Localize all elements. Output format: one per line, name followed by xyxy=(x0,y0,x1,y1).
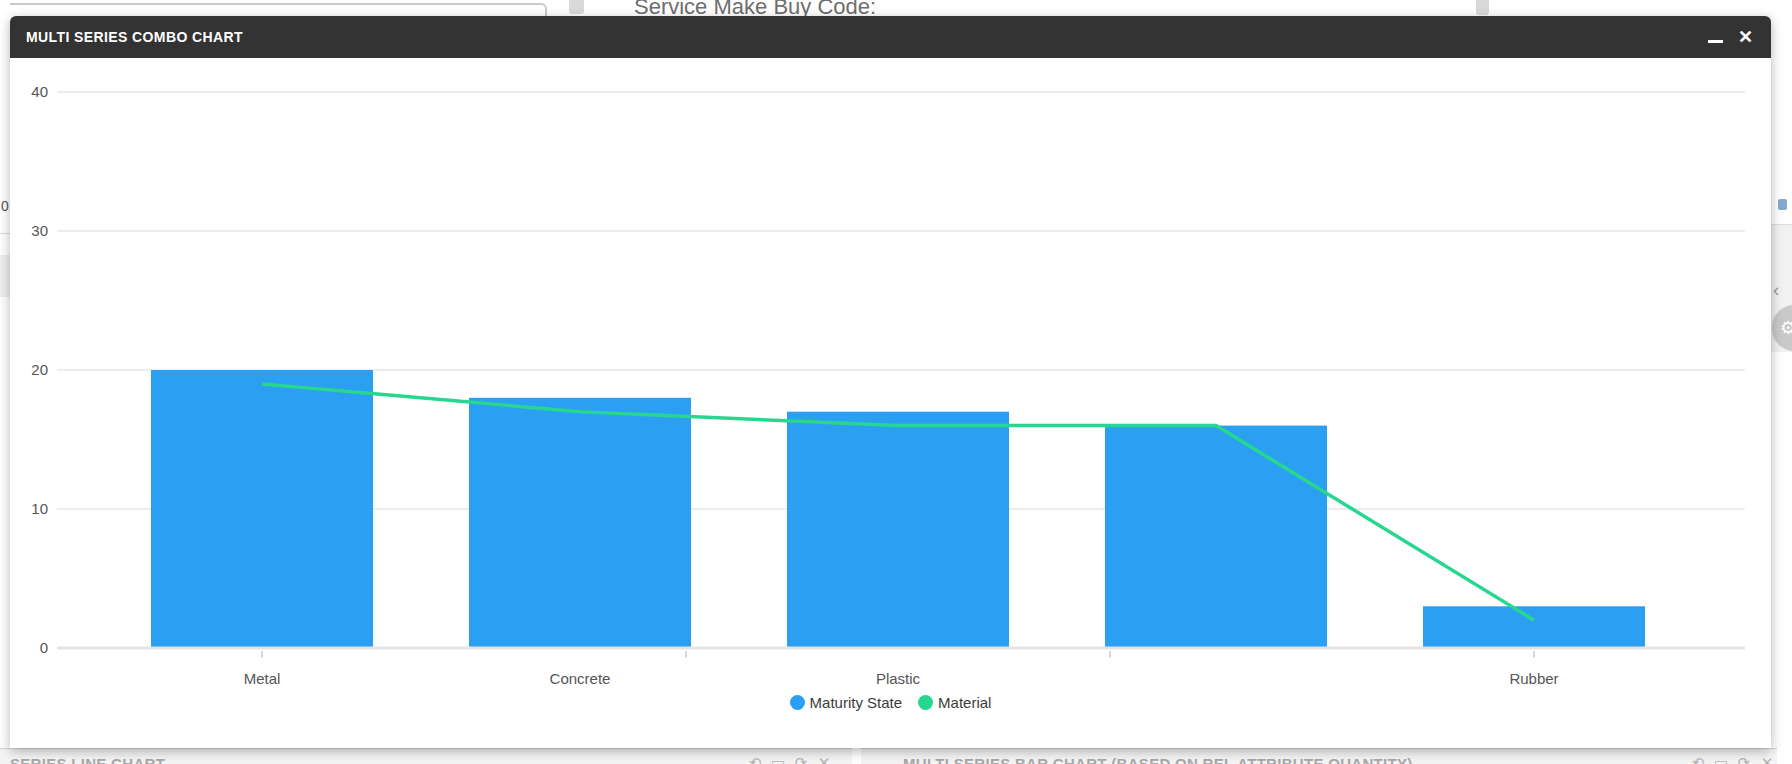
widget-toolbar: ⟲ ▭ ⟳ ✕ xyxy=(747,754,832,764)
legend-label: Maturity State xyxy=(810,694,903,711)
background-side-panel: ‹ ⚙ xyxy=(1771,225,1792,352)
modal-header: MULTI SERIES COMBO CHART ✕ xyxy=(10,16,1771,58)
y-axis-label: 40 xyxy=(31,83,48,100)
scrollbar-thumb[interactable] xyxy=(569,0,584,14)
minimize-icon[interactable] xyxy=(1708,40,1723,43)
chart-legend: Maturity State Material xyxy=(10,694,1771,711)
background-left-strip: 0 xyxy=(0,0,10,764)
widget-title: MULTI SERIES BAR CHART (BASED ON REL ATT… xyxy=(903,755,1413,764)
y-axis-label: 30 xyxy=(31,222,48,239)
legend-marker xyxy=(918,695,933,710)
history-icon[interactable]: ⟲ xyxy=(1690,754,1706,764)
modal-title: MULTI SERIES COMBO CHART xyxy=(10,29,243,45)
legend-marker xyxy=(790,695,805,710)
y-axis-label: 20 xyxy=(31,361,48,378)
background-right-strip: ‹ ⚙ xyxy=(1771,0,1792,764)
background-glyph xyxy=(1778,199,1787,210)
gear-icon: ⚙ xyxy=(1780,317,1792,339)
legend-item-maturity-state[interactable]: Maturity State xyxy=(790,694,903,711)
close-icon[interactable]: ✕ xyxy=(1759,754,1775,764)
window-icon[interactable]: ▭ xyxy=(770,754,786,764)
bar-concrete[interactable] xyxy=(469,398,691,648)
y-axis-label: 10 xyxy=(31,500,48,517)
background-text-fragment: 0 xyxy=(1,198,9,214)
legend-item-material[interactable]: Material xyxy=(918,694,991,711)
combo-chart: 0 10 20 30 40 Metal Concrete Plastic Rubber xyxy=(10,16,1771,748)
combo-chart-modal: MULTI SERIES COMBO CHART ✕ 0 10 20 30 40 Meta… xyxy=(10,16,1771,748)
close-icon[interactable]: ✕ xyxy=(816,754,832,764)
widget-header-series-line-chart: SERIES LINE CHART ⟲ ▭ ⟳ ✕ xyxy=(0,748,852,764)
bar-unlabeled[interactable] xyxy=(1105,426,1327,648)
refresh-icon[interactable]: ⟳ xyxy=(1736,754,1752,764)
widget-title: SERIES LINE CHART xyxy=(10,755,165,764)
widget-header-multi-series-bar-chart: MULTI SERIES BAR CHART (BASED ON REL ATT… xyxy=(861,748,1777,764)
close-icon[interactable]: ✕ xyxy=(1738,28,1753,46)
x-axis-label: Rubber xyxy=(1509,670,1558,687)
y-axis-label: 0 xyxy=(40,639,48,656)
divider xyxy=(0,233,10,234)
chevron-left-icon[interactable]: ‹ xyxy=(1773,280,1779,299)
scrollbar-thumb[interactable] xyxy=(1476,0,1489,15)
x-axis-label: Concrete xyxy=(550,670,611,687)
screen: Service Make Buy Code: 0 ‹ ⚙ SERIES LINE… xyxy=(0,0,1792,764)
bar-plastic[interactable] xyxy=(787,412,1009,648)
window-icon[interactable]: ▭ xyxy=(1713,754,1729,764)
gear-tab[interactable]: ⚙ xyxy=(1772,305,1792,351)
bar-metal[interactable] xyxy=(151,370,373,648)
x-axis-label: Metal xyxy=(244,670,281,687)
modal-controls: ✕ xyxy=(1708,28,1771,46)
background-band xyxy=(0,255,10,297)
history-icon[interactable]: ⟲ xyxy=(747,754,763,764)
bar-rubber[interactable] xyxy=(1423,606,1645,648)
widget-toolbar: ⟲ ▭ ⟳ ✕ xyxy=(1690,754,1775,764)
x-axis-label: Plastic xyxy=(876,670,921,687)
refresh-icon[interactable]: ⟳ xyxy=(793,754,809,764)
legend-label: Material xyxy=(938,694,991,711)
